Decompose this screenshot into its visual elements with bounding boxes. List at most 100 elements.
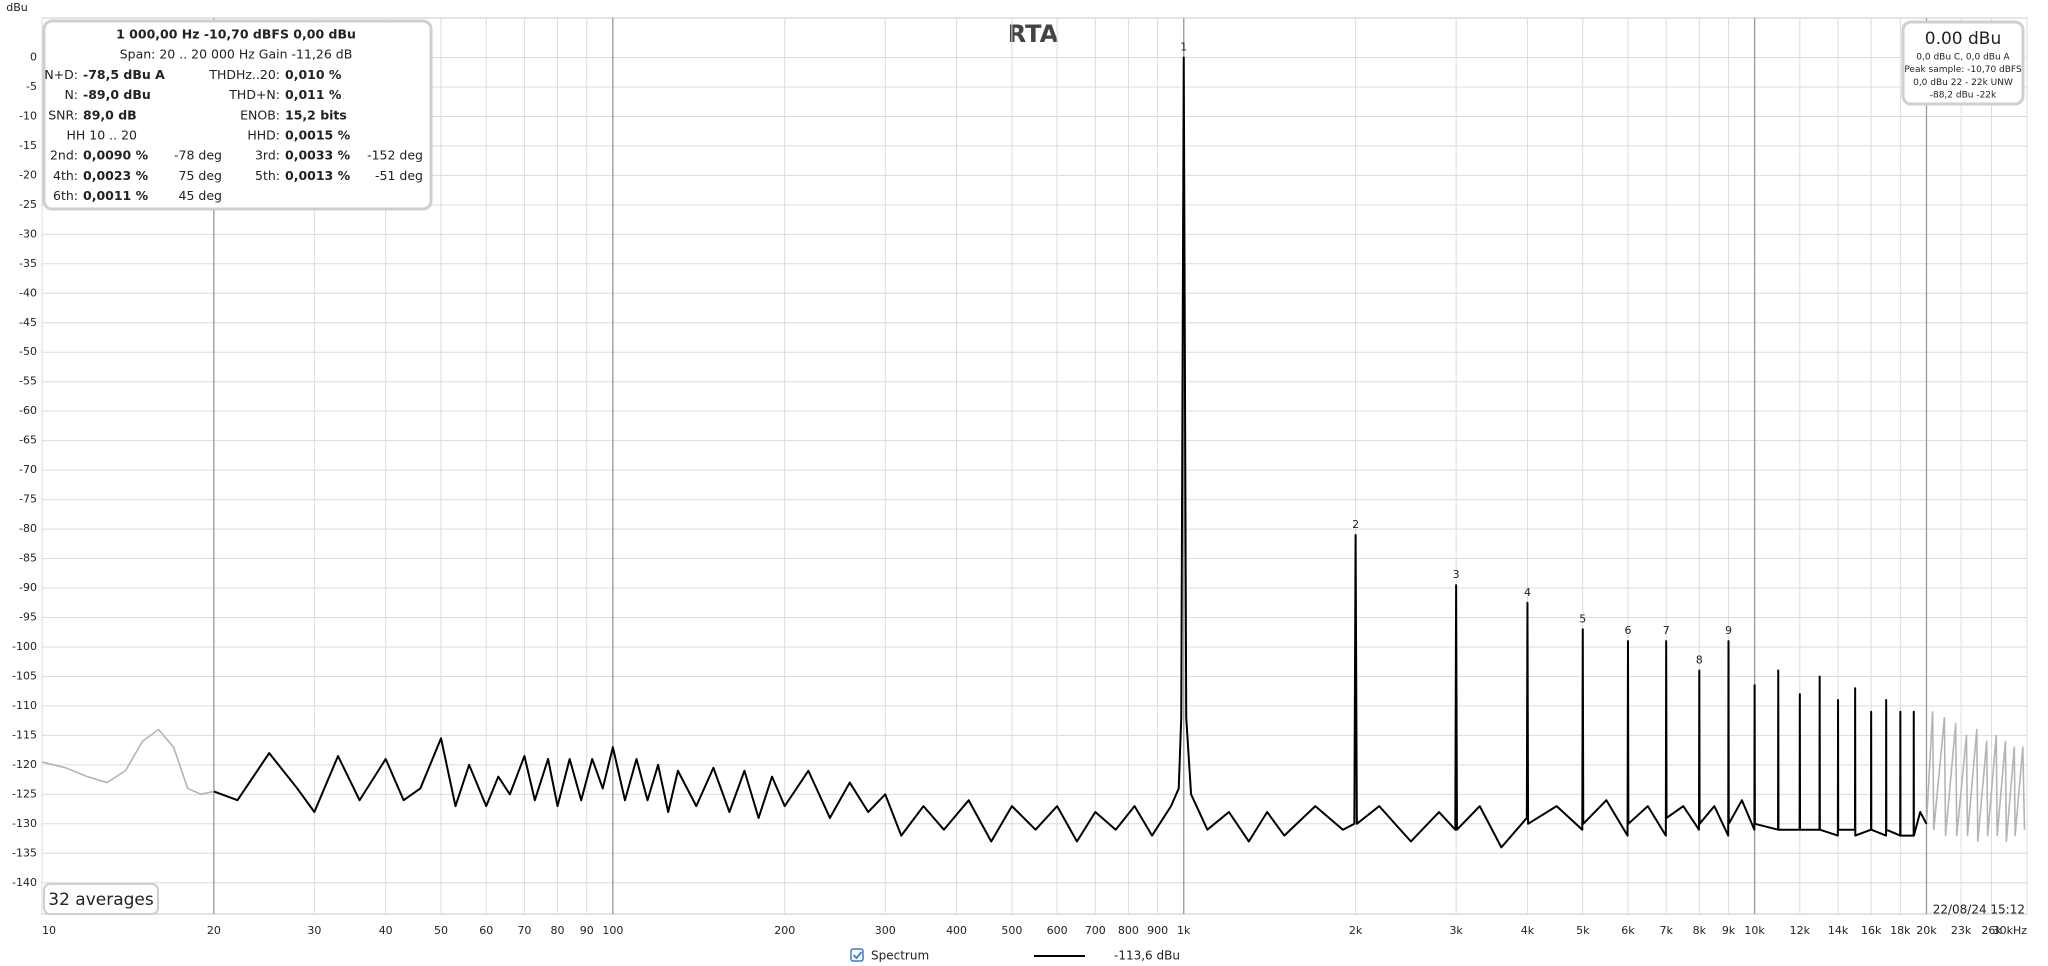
y-tick-label: -60: [19, 404, 37, 417]
level-line: 0,0 dBu 22 - 22k UNW: [1913, 78, 2013, 88]
y-tick-label: -90: [19, 581, 37, 594]
y-tick-label: -55: [19, 375, 37, 388]
panel-header: 1 000,00 Hz -10,70 dBFS 0,00 dBu: [116, 27, 356, 42]
y-tick-label: -65: [19, 434, 37, 447]
panel-value: -89,0 dBu: [83, 87, 151, 102]
measurement-panel: [42, 19, 433, 211]
x-tick-label: 23k: [1951, 924, 1972, 937]
x-tick-label: 90: [580, 924, 594, 937]
harmonic-label: 1: [1180, 40, 1187, 53]
y-tick-label: -70: [19, 463, 37, 476]
y-tick-label: -115: [12, 728, 37, 741]
legend-readout: -113,6 dBu: [1114, 949, 1180, 963]
x-tick-label: 700: [1085, 924, 1106, 937]
y-tick-label: -105: [12, 669, 37, 682]
panel-label: N:: [64, 87, 78, 102]
y-tick-label: -95: [19, 610, 37, 623]
level-value: 0.00 dBu: [1925, 29, 2001, 49]
x-tick-label: 10: [42, 924, 56, 937]
y-tick-label: -40: [19, 286, 37, 299]
panel-label: THDHz..20:: [208, 67, 280, 82]
averages-label: 32 averages: [48, 890, 154, 910]
x-tick-label: 1k: [1177, 924, 1191, 937]
panel-label: 6th:: [53, 188, 78, 203]
panel-value: 0,0090 %: [83, 148, 149, 163]
spectrum-trace: [1925, 711, 2026, 843]
x-tick-label: 26k: [1981, 924, 2002, 937]
panel-phase: 45 deg: [179, 188, 222, 203]
x-tick-label: 600: [1047, 924, 1068, 937]
panel-value: 0,0033 %: [285, 148, 351, 163]
panel-label: 5th:: [255, 168, 280, 183]
panel-value: 0,0023 %: [83, 168, 149, 183]
panel-label: THD+N:: [228, 87, 280, 102]
spectrum-trace: [41, 728, 215, 796]
level-line: Peak sample: -10,70 dBFS: [1904, 65, 2022, 75]
harmonic-label: 8: [1696, 654, 1703, 667]
harmonic-label: 7: [1663, 624, 1670, 637]
x-tick-label: 16k: [1861, 924, 1882, 937]
x-tick-label: 800: [1118, 924, 1139, 937]
x-tick-label: 3k: [1449, 924, 1463, 937]
harmonic-label: 2: [1352, 518, 1359, 531]
panel-value: 0,011 %: [285, 87, 342, 102]
x-tick-label: 400: [946, 924, 967, 937]
y-tick-label: -110: [12, 699, 37, 712]
x-tick-label: 300: [875, 924, 896, 937]
harmonic-label: 9: [1725, 624, 1732, 637]
y-tick-label: -10: [19, 109, 37, 122]
y-tick-label: -50: [19, 345, 37, 358]
panel-label: 3rd:: [255, 148, 280, 163]
x-tick-label: 14k: [1828, 924, 1849, 937]
panel-label: ENOB:: [240, 107, 280, 122]
y-tick-label: -100: [12, 640, 37, 653]
panel-label: HHD:: [247, 128, 280, 143]
x-tick-label: 2k: [1349, 924, 1363, 937]
y-tick-label: -25: [19, 198, 37, 211]
checkbox-tick: [852, 951, 863, 960]
x-tick-label: 30kHz: [1993, 924, 2028, 937]
x-tick-label: 9k: [1722, 924, 1736, 937]
panel-header: Span: 20 .. 20 000 Hz Gain -11,26 dB: [120, 47, 353, 62]
y-tick-label: -80: [19, 522, 37, 535]
y-tick-label: -20: [19, 168, 37, 181]
x-tick-label: 80: [551, 924, 565, 937]
panel-label: 2nd:: [50, 148, 78, 163]
harmonic-label: 3: [1453, 568, 1460, 581]
y-tick-label: -135: [12, 846, 37, 859]
x-tick-label: 30: [307, 924, 321, 937]
level-line: 0,0 dBu C, 0,0 dBu A: [1916, 53, 2010, 63]
x-tick-label: 5k: [1576, 924, 1590, 937]
y-tick-label: -140: [12, 876, 37, 889]
level-line: -88,2 dBu -22k: [1930, 91, 1997, 101]
x-tick-label: 900: [1147, 924, 1168, 937]
x-tick-label: 70: [517, 924, 531, 937]
harmonic-label: 6: [1624, 624, 1631, 637]
panel-phase: -152 deg: [367, 148, 423, 163]
legend-checkbox[interactable]: [850, 948, 864, 962]
chart-title: RTA: [1008, 20, 1059, 48]
x-tick-label: 4k: [1521, 924, 1535, 937]
averages-box: [43, 883, 159, 915]
y-tick-label: -35: [19, 257, 37, 270]
x-tick-label: 50: [434, 924, 448, 937]
x-tick-label: 8k: [1693, 924, 1707, 937]
panel-label: SNR:: [48, 107, 78, 122]
y-tick-label: -130: [12, 817, 37, 830]
x-tick-label: 20k: [1916, 924, 1937, 937]
panel-phase: -51 deg: [375, 168, 423, 183]
x-tick-label: 60: [479, 924, 493, 937]
x-tick-label: 500: [1001, 924, 1022, 937]
y-tick-label: -120: [12, 758, 37, 771]
panel-label: N+D:: [44, 67, 78, 82]
y-axis-label: dBu: [6, 1, 28, 14]
panel-value: -78,5 dBu A: [83, 67, 165, 82]
y-tick-label: 0: [30, 50, 37, 63]
harmonic-label: 4: [1524, 586, 1531, 599]
panel-value: 0,0015 %: [285, 128, 351, 143]
traces: 1 2 3 4 5 6 7 8 9: [41, 40, 2026, 849]
panel-phase: 75 deg: [179, 168, 222, 183]
y-tick-label: -30: [19, 227, 37, 240]
y-tick-label: -45: [19, 316, 37, 329]
